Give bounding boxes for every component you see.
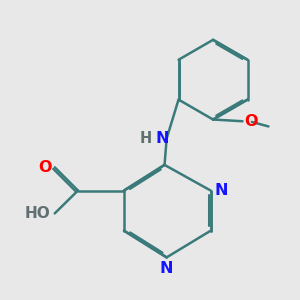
Text: O: O [244,114,258,129]
Text: H: H [140,131,152,146]
Text: HO: HO [25,206,51,221]
Text: O: O [38,160,51,175]
Text: N: N [214,183,228,198]
Text: N: N [156,131,169,146]
Text: N: N [160,261,173,276]
